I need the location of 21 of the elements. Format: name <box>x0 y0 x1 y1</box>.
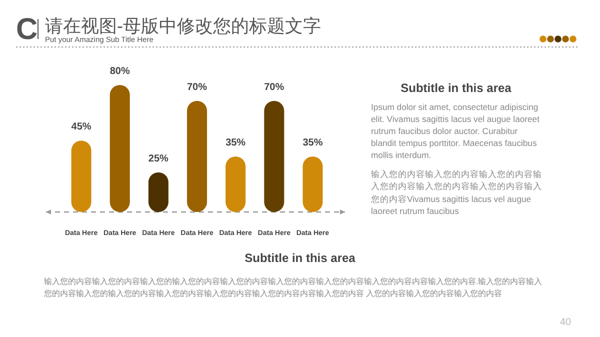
data-label: 35% <box>226 137 246 148</box>
data-label: 25% <box>148 153 169 164</box>
chart-title: 请在视图-母版中修改您的标题文字 <box>45 15 321 36</box>
data-label: 80% <box>110 66 130 77</box>
bar <box>71 140 92 212</box>
text: Subtitle in this area <box>400 81 512 95</box>
bar <box>110 85 130 212</box>
data-label: 70% <box>264 82 284 93</box>
text: 输入您的内容输入您的内容输入您的内容输入您的内容输入您的内容输入您的内容输入您的内容Vivamus sagittis lacus vel augue laoreet rutrum faucibus <box>371 168 543 218</box>
bar <box>187 100 207 212</box>
data-label: 70% <box>186 82 208 93</box>
text: 40 <box>560 317 572 328</box>
text: Subtitle in this area <box>244 251 356 265</box>
text: Ipsum dolor sit amet, consectetur adipiscing elit. Vivamus sagittis lacus vel augue laoreet rutrum faucibus dolor auctor. Curabitur blandit tempus porttitor. Maecenas faucibus mollis interdum. <box>371 101 540 161</box>
text: C <box>16 13 38 47</box>
data-label: 45% <box>71 122 92 133</box>
bar <box>264 100 284 212</box>
bar <box>302 156 323 212</box>
data-label: 35% <box>302 137 323 148</box>
bar <box>226 156 246 212</box>
text: 输入您的内容输入您的内容输入您的输入您的内容输入您的内容输入您的内容输入您的内容输入您的内容内容输入您的内容.输入您的内容输入您的内容输入您的输入您的内容输入您的内容输入您的内容输入您的内容内容输入您的内容 入您的内容输入您的内容输入您的内容 <box>44 276 544 300</box>
